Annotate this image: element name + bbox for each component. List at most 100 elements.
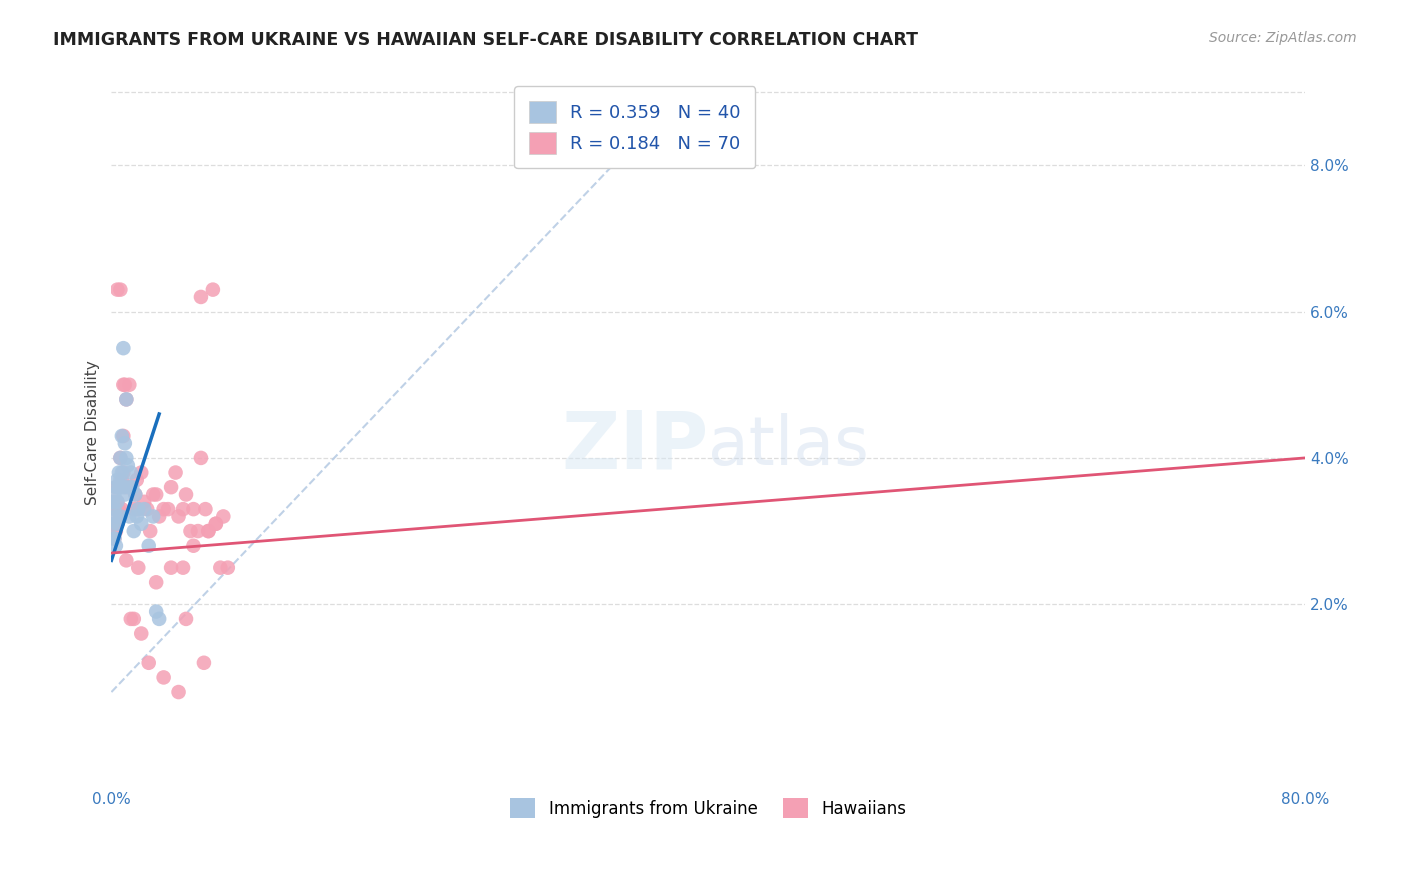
Point xyxy=(117,458,139,473)
Point xyxy=(125,473,148,487)
Text: ZIP: ZIP xyxy=(561,408,709,485)
Point xyxy=(212,509,235,524)
Point xyxy=(111,466,134,480)
Point xyxy=(129,516,152,531)
Point xyxy=(103,502,125,516)
Point xyxy=(115,392,138,407)
Point xyxy=(115,392,138,407)
Point xyxy=(145,575,167,590)
Point xyxy=(108,502,131,516)
Point xyxy=(110,283,132,297)
Point xyxy=(183,539,205,553)
Point xyxy=(105,283,128,297)
Point xyxy=(111,502,134,516)
Point xyxy=(112,377,135,392)
Point xyxy=(190,290,212,304)
Point xyxy=(152,670,174,684)
Point xyxy=(104,480,127,494)
Point xyxy=(118,509,141,524)
Point xyxy=(112,429,135,443)
Point xyxy=(108,480,131,494)
Point xyxy=(197,524,219,538)
Point xyxy=(148,509,170,524)
Point xyxy=(127,502,149,516)
Point xyxy=(187,524,209,538)
Point xyxy=(103,502,125,516)
Point xyxy=(105,516,128,531)
Point xyxy=(217,560,239,574)
Point xyxy=(190,450,212,465)
Point xyxy=(165,466,187,480)
Point xyxy=(121,480,143,494)
Point xyxy=(122,612,145,626)
Point xyxy=(110,509,132,524)
Point xyxy=(111,473,134,487)
Point xyxy=(112,480,135,494)
Point xyxy=(138,539,160,553)
Point xyxy=(115,553,138,567)
Text: atlas: atlas xyxy=(709,414,869,480)
Point xyxy=(111,429,134,443)
Point xyxy=(134,502,156,516)
Point xyxy=(115,450,138,465)
Point xyxy=(101,516,124,531)
Point xyxy=(105,495,128,509)
Point xyxy=(127,502,149,516)
Point xyxy=(142,509,165,524)
Point xyxy=(104,480,127,494)
Point xyxy=(129,626,152,640)
Point xyxy=(183,502,205,516)
Point xyxy=(174,612,197,626)
Point xyxy=(101,495,124,509)
Legend: Immigrants from Ukraine, Hawaiians: Immigrants from Ukraine, Hawaiians xyxy=(503,791,912,825)
Point xyxy=(104,539,127,553)
Point xyxy=(129,466,152,480)
Point xyxy=(110,509,132,524)
Point xyxy=(125,509,148,524)
Point xyxy=(120,612,142,626)
Point xyxy=(110,450,132,465)
Point xyxy=(124,487,146,501)
Point xyxy=(142,487,165,501)
Point xyxy=(103,487,125,501)
Point xyxy=(115,480,138,494)
Point xyxy=(104,524,127,538)
Point xyxy=(122,502,145,516)
Point xyxy=(172,560,194,574)
Text: IMMIGRANTS FROM UKRAINE VS HAWAIIAN SELF-CARE DISABILITY CORRELATION CHART: IMMIGRANTS FROM UKRAINE VS HAWAIIAN SELF… xyxy=(53,31,918,49)
Point xyxy=(167,509,190,524)
Point xyxy=(110,450,132,465)
Point xyxy=(101,495,124,509)
Point xyxy=(108,480,131,494)
Point xyxy=(139,524,162,538)
Point xyxy=(120,466,142,480)
Point xyxy=(136,502,159,516)
Point xyxy=(152,502,174,516)
Point xyxy=(205,516,228,531)
Point xyxy=(103,532,125,546)
Point xyxy=(148,612,170,626)
Point xyxy=(114,487,136,501)
Point xyxy=(124,487,146,501)
Point xyxy=(205,516,228,531)
Point xyxy=(122,524,145,538)
Point xyxy=(104,509,127,524)
Point xyxy=(120,480,142,494)
Point xyxy=(114,436,136,450)
Point xyxy=(118,480,141,494)
Point xyxy=(167,685,190,699)
Point xyxy=(197,524,219,538)
Point xyxy=(110,473,132,487)
Point xyxy=(157,502,180,516)
Point xyxy=(145,487,167,501)
Point xyxy=(138,656,160,670)
Point xyxy=(127,560,149,574)
Point xyxy=(172,502,194,516)
Point xyxy=(201,283,224,297)
Point xyxy=(105,516,128,531)
Point xyxy=(112,466,135,480)
Point xyxy=(105,473,128,487)
Point xyxy=(101,516,124,531)
Point xyxy=(209,560,232,574)
Point xyxy=(103,532,125,546)
